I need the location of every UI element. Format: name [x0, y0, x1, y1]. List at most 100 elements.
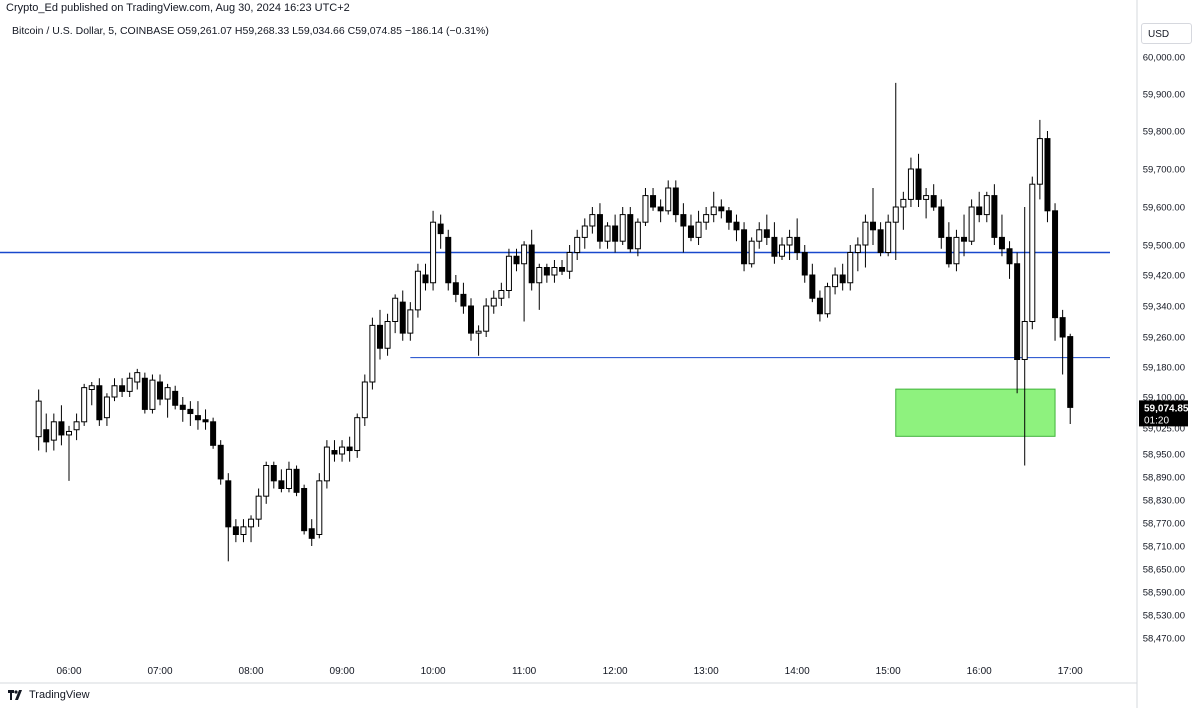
price-tick-label: 59,500.00 [1143, 241, 1185, 252]
candle [923, 188, 930, 219]
candle-body-up [240, 526, 247, 535]
candle [627, 207, 634, 253]
candle [748, 237, 755, 268]
price-badge-value: 59,074.85 [1144, 403, 1189, 414]
candle-body-down [202, 419, 209, 423]
candle [953, 229, 960, 272]
candle-body-down [961, 236, 968, 242]
candle [786, 229, 793, 260]
candle-body-up [111, 385, 118, 398]
candle-body-up [847, 252, 854, 284]
candle-body-up [66, 430, 72, 436]
demand-zone-layer [895, 388, 1056, 437]
candle [816, 290, 823, 322]
price-tick-label: 58,950.00 [1143, 450, 1185, 461]
candle [331, 440, 338, 462]
last-price-badge: 59,074.85 01:20 [1139, 400, 1189, 427]
candle [733, 214, 740, 242]
candle-body-down [816, 297, 823, 315]
candle-body-down [232, 526, 239, 535]
price-tick-label: 58,770.00 [1143, 519, 1185, 530]
candle [278, 469, 285, 493]
candle-body-down [58, 421, 65, 436]
candle [559, 260, 566, 275]
candle [991, 184, 998, 245]
candle-body-down [278, 480, 285, 490]
candle [301, 484, 308, 535]
currency-button[interactable]: USD [1141, 23, 1192, 44]
candle-body-up [604, 225, 611, 242]
candle [687, 214, 694, 242]
tradingview-logo-icon [8, 690, 22, 700]
candle-body-down [741, 229, 748, 265]
candle-body-down [657, 206, 664, 212]
candle-body-down [217, 444, 224, 480]
candle-body-down [43, 429, 50, 443]
candle [543, 263, 550, 283]
candle [589, 207, 596, 234]
price-tick-label: 58,650.00 [1143, 565, 1185, 576]
candle-body-down [794, 236, 801, 253]
candle-body-up [263, 465, 270, 497]
candle [665, 180, 672, 215]
candle-body-down [725, 210, 732, 223]
candle [521, 241, 528, 322]
candle [695, 210, 702, 245]
time-tick-label: 13:00 [694, 666, 719, 677]
candle [210, 417, 217, 449]
price-tick-label: 58,710.00 [1143, 542, 1185, 553]
candle-body-up [703, 214, 710, 223]
candle [574, 229, 581, 260]
candle [43, 413, 50, 453]
time-tick-label: 06:00 [56, 666, 81, 677]
candles-layer [35, 82, 1074, 562]
candle-body-up [634, 221, 641, 250]
candle-body-down [1014, 263, 1021, 360]
candle [1036, 119, 1043, 200]
candle-body-up [695, 221, 702, 238]
time-axis[interactable]: 06:00 07:00 08:00 09:00 10:00 11:00 12:00 13:00… [56, 666, 1083, 677]
candle-body-up [907, 168, 914, 200]
tradingview-logo[interactable]: TradingView [8, 688, 90, 702]
candle-body-down [179, 404, 186, 410]
candle-body-up [665, 187, 672, 212]
candle-body-down [528, 244, 535, 284]
time-tick-label: 10:00 [421, 666, 446, 677]
candle-body-down [194, 415, 201, 421]
candle-body-down [596, 214, 603, 242]
candle [392, 294, 399, 334]
candle-body-up [589, 214, 596, 227]
candle-body-down [513, 255, 520, 265]
candle-body-down [945, 236, 952, 265]
candle [1059, 309, 1066, 375]
candle [1014, 252, 1021, 394]
candle [339, 440, 346, 462]
candle-body-up [748, 240, 755, 265]
candle [907, 157, 914, 207]
candle-body-down [839, 274, 846, 284]
candle [801, 245, 808, 283]
candle [285, 461, 292, 493]
candle-body-down [293, 468, 300, 493]
price-axis[interactable]: 60,000.00 59,900.00 59,800.00 59,700.00 59,6… [1143, 53, 1185, 645]
candle [430, 210, 437, 291]
candle [771, 222, 778, 264]
demand-zone[interactable] [895, 388, 1056, 437]
candle-body-up [824, 286, 831, 315]
candle [1052, 203, 1059, 341]
candle-body-down [680, 214, 687, 227]
candle [961, 214, 968, 257]
candle [81, 383, 88, 426]
candle-body-up [255, 495, 262, 520]
candle-body-down [870, 221, 877, 231]
candle-body-up [316, 480, 323, 536]
candle [149, 374, 156, 414]
candle [179, 397, 186, 422]
candle [407, 302, 414, 341]
candle [308, 519, 315, 546]
candle-body-up [369, 324, 376, 383]
candle [1067, 333, 1074, 425]
candle-body-up [490, 297, 497, 307]
candle [422, 263, 429, 291]
